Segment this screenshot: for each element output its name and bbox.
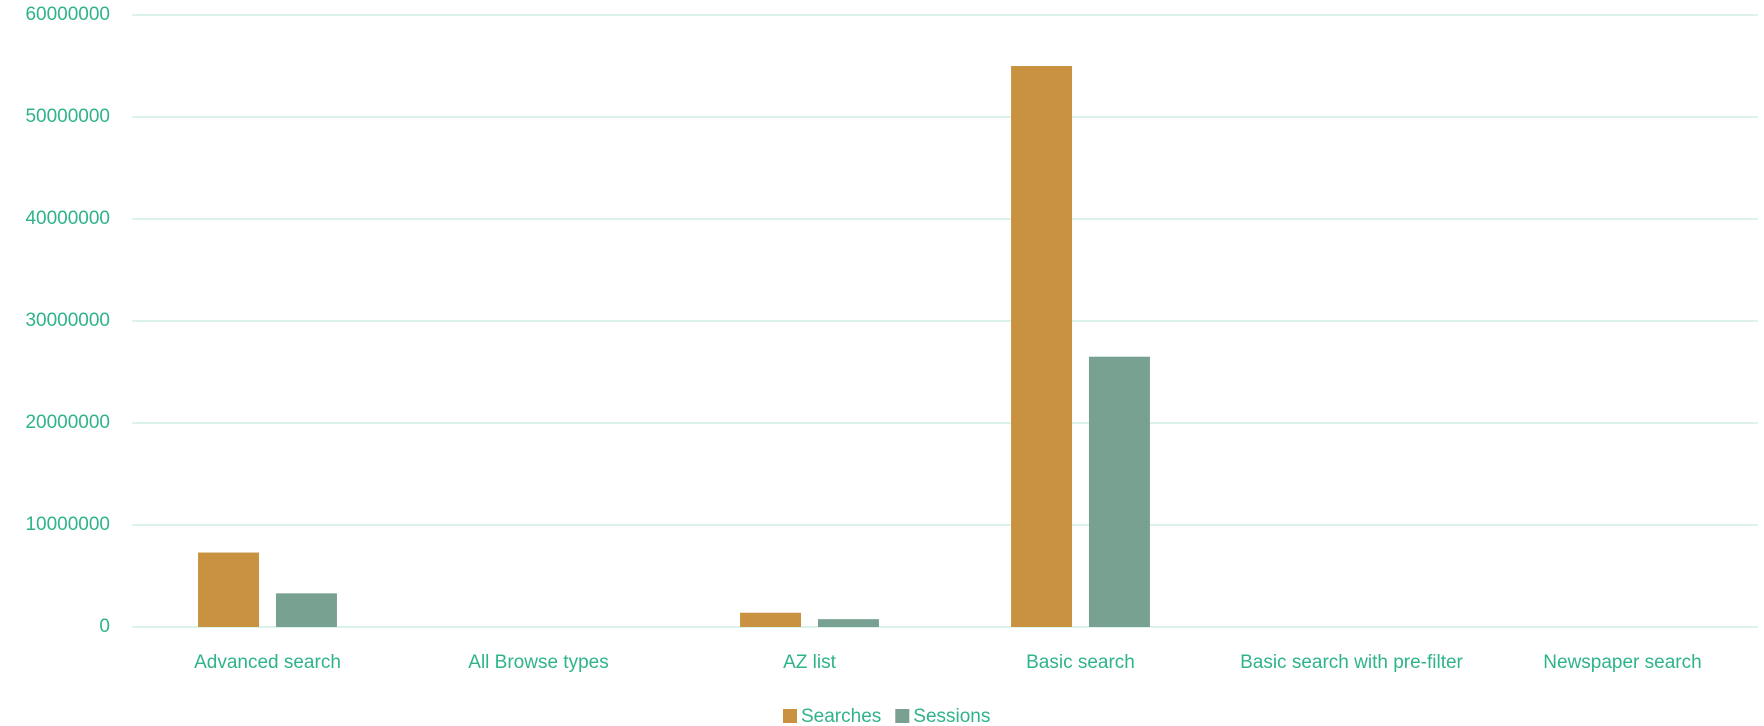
bar [817,619,879,627]
x-tick-label: All Browse types [468,652,608,673]
y-tick-label: 30000000 [25,310,110,331]
legend-label: Searches [801,706,881,726]
y-tick-label: 60000000 [25,4,110,25]
x-tick-label: Basic search [1026,652,1135,673]
x-tick-label: Newspaper search [1543,652,1701,673]
legend-label: Sessions [913,706,990,726]
x-tick-label: Advanced search [194,652,341,673]
y-tick-label: 50000000 [25,106,110,127]
legend-swatch [783,709,797,723]
y-tick-label: 20000000 [25,412,110,433]
y-tick-label: 10000000 [25,514,110,535]
bar [1088,356,1150,627]
bar [198,552,260,627]
x-tick-label: AZ list [783,652,837,673]
y-tick-label: 0 [99,616,110,637]
bar [1011,66,1073,627]
bar [740,612,802,627]
legend-swatch [895,709,910,723]
bar [275,593,337,627]
y-tick-label: 40000000 [25,208,110,229]
x-tick-label: Basic search with pre-filter [1240,652,1463,673]
